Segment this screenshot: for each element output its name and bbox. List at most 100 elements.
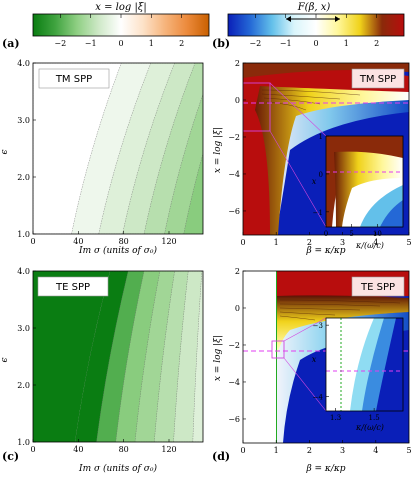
panel-b-badge — [351, 68, 405, 89]
panel-b-frame — [242, 62, 410, 236]
colorbar-tick-label: 0 — [313, 39, 318, 48]
left-colorbar: x = log |ξ| −2 −1 0 1 2 — [32, 2, 210, 48]
panel-c: (c) TE SPP 0 40 80 120 1.0 2.0 3.0 4.0 Im σ (un… — [0, 267, 204, 474]
colorbar-tick-label: −1 — [280, 39, 292, 48]
colorbar-tick-label: 1 — [344, 39, 349, 48]
x-tick-label: 5 — [349, 230, 353, 238]
x-tick-label: 0 — [324, 230, 328, 238]
panel-c-axes: 0 40 80 120 1.0 2.0 3.0 4.0 — [17, 267, 176, 454]
colorbar-tick-label: −2 — [54, 39, 66, 48]
x-tick-label: 40 — [73, 445, 83, 454]
y-tick-label: 2 — [235, 59, 240, 68]
left-colorbar-ticks: −2 −1 0 1 2 — [54, 14, 184, 48]
x-tick-label: 1.5 — [369, 414, 380, 422]
x-tick-label: 0 — [30, 237, 35, 246]
panel-c-contours — [33, 271, 203, 442]
panel-d-badge — [351, 276, 405, 297]
x-tick-label: 0 — [240, 238, 245, 247]
colorbar-tick-label: 2 — [374, 39, 379, 48]
panel-d-xlabel: β = κ/κp — [305, 464, 345, 474]
y-tick-label: −2 — [228, 133, 240, 142]
contour-band-dark — [33, 271, 111, 442]
y-tick-label: 4.0 — [17, 267, 30, 276]
y-tick-label: −4 — [228, 170, 240, 179]
panel-c-badge — [37, 276, 109, 297]
x-tick-label: 40 — [73, 237, 83, 246]
panel-d-ylabel: x = log |ξ| — [213, 335, 223, 381]
right-colorbar: F(β, x) −2 −1 0 1 2 — [227, 2, 405, 48]
panel-c-ylabel: ϵ — [0, 357, 10, 362]
panel-b-ylabel: x = log |ξ| — [213, 127, 223, 173]
panel-b-badge-label: TM SPP — [359, 74, 396, 85]
panel-d-inset: 1.3 1.5 −3 −4 κ/(ω/c) x — [312, 317, 404, 432]
x-tick-label: 120 — [161, 237, 176, 246]
panel-a-contours — [33, 63, 203, 234]
colorbar-tick-label: 0 — [118, 39, 123, 48]
panel-c-frame — [32, 270, 204, 443]
panel-a-badge-label: TM SPP — [55, 74, 92, 85]
y-tick-label: −3 — [313, 322, 323, 330]
y-tick-label: −6 — [228, 415, 240, 424]
panel-c-badge-label: TE SPP — [55, 282, 90, 293]
panel-a-frame — [32, 62, 204, 235]
panel-a-xlabel: Im σ (units of σ₀) — [78, 245, 157, 256]
y-tick-label: −2 — [228, 341, 240, 350]
panel-a-letter: (a) — [2, 37, 20, 50]
y-tick-label: 2.0 — [17, 173, 30, 182]
x-tick-label: 10 — [373, 230, 382, 238]
y-tick-label: 2 — [235, 267, 240, 276]
y-tick-label: −1 — [313, 209, 323, 217]
x-tick-label: 3 — [340, 446, 345, 455]
y-tick-label: 0 — [235, 304, 240, 313]
x-tick-label: 4 — [373, 446, 378, 455]
y-tick-label: 0 — [235, 96, 240, 105]
colorbar-tick-label: −1 — [85, 39, 97, 48]
x-tick-label: 0 — [30, 445, 35, 454]
y-tick-label: 4.0 — [17, 59, 30, 68]
panel-a-axes: 0 40 80 120 1.0 2.0 3.0 4.0 — [17, 59, 176, 246]
x-tick-label: 3 — [340, 238, 345, 247]
y-tick-label: 0 — [319, 171, 323, 179]
x-tick-label: 5 — [406, 446, 411, 455]
right-colorbar-ticks: −2 −1 0 1 2 — [249, 14, 379, 48]
panel-d-badge-label: TE SPP — [360, 282, 395, 293]
panel-b-letter: (b) — [212, 37, 230, 50]
y-tick-label: 3.0 — [17, 324, 30, 333]
x-tick-label: 80 — [119, 445, 129, 454]
panel-b-inset-xlabel: κ/(ω/c) — [355, 241, 384, 250]
panel-a-ylabel: ϵ — [0, 149, 10, 154]
x-tick-label: 80 — [119, 237, 129, 246]
colorbar-tick-label: −2 — [249, 39, 261, 48]
panel-d-inset-xlabel: κ/(ω/c) — [355, 423, 384, 432]
x-tick-label: 0 — [240, 446, 245, 455]
colorbar-tick-label: 1 — [149, 39, 154, 48]
panel-d: (d) TE SPP — [212, 267, 412, 474]
y-tick-label: 3.0 — [17, 116, 30, 125]
y-tick-label: 1.0 — [17, 438, 30, 447]
x-tick-label: 2 — [307, 238, 312, 247]
panel-d-zoom-box — [271, 340, 285, 359]
x-tick-label: 120 — [161, 445, 176, 454]
y-tick-label: −4 — [313, 394, 324, 402]
panel-b-inset-ylabel: x — [312, 177, 317, 186]
y-tick-label: −4 — [228, 378, 240, 387]
x-tick-label: 2 — [307, 446, 312, 455]
panel-d-inset-frame — [325, 317, 404, 412]
panel-b-zoom-box — [243, 82, 271, 132]
y-tick-label: 2.0 — [17, 381, 30, 390]
left-colorbar-title: x = log |ξ| — [95, 2, 146, 13]
y-tick-label: −6 — [228, 207, 240, 216]
panel-c-letter: (c) — [2, 450, 19, 463]
right-colorbar-title: F(β, x) — [297, 2, 331, 13]
panel-d-inset-ylabel: x — [312, 355, 317, 364]
x-tick-label: 1 — [274, 238, 279, 247]
panel-b-inset-frame — [325, 135, 404, 228]
panel-b-xlabel: β = κ/κp — [305, 246, 345, 256]
y-tick-label: 1.0 — [17, 230, 30, 239]
colorbar-tick-label: 2 — [179, 39, 184, 48]
panel-b: (b) TM SPP — [212, 37, 412, 256]
